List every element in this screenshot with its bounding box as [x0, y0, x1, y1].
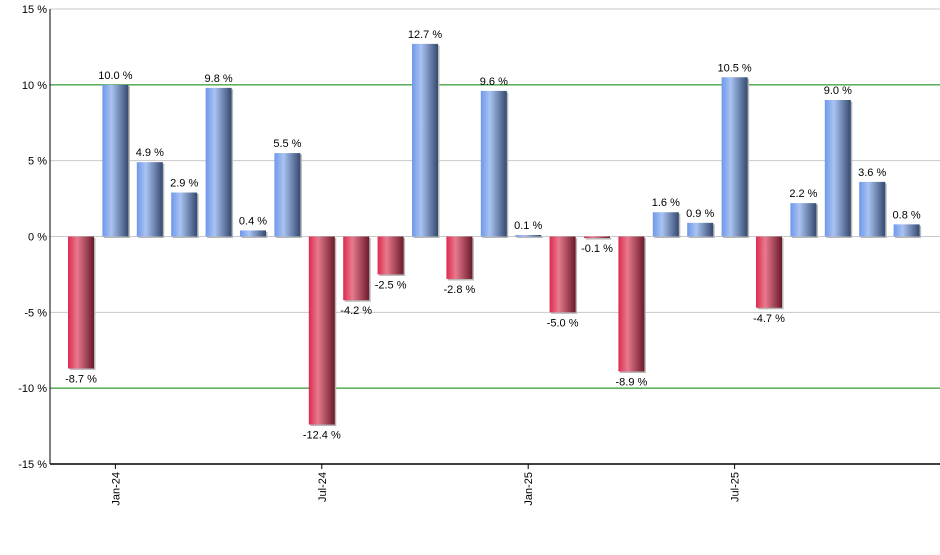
data-label: -0.1 % — [581, 243, 613, 255]
bar-Sep-25 — [790, 203, 817, 237]
bar-Apr-25 — [618, 236, 645, 372]
bar-Aug-25 — [756, 236, 782, 308]
data-label: 1.6 % — [652, 197, 680, 209]
y-tick-label: 0 % — [28, 232, 47, 244]
bar-Nov-24 — [446, 236, 473, 279]
data-label: 0.8 % — [893, 209, 921, 221]
bar-Feb-24 — [136, 162, 163, 237]
y-tick-label: -5 % — [24, 307, 47, 319]
bar-Jan-24 — [102, 84, 129, 237]
bar-shadow — [585, 238, 612, 240]
data-label: 10.0 % — [98, 70, 132, 82]
bar-shadow — [516, 236, 543, 238]
bar-Aug-24 — [343, 236, 370, 301]
data-label: 9.8 % — [205, 73, 233, 85]
data-labels: -8.7 % 10.0 % 4.9 % 2.9 % 9.8 % 0.4 % 5.5 % -12… — [65, 29, 921, 442]
data-label: 9.6 % — [480, 76, 508, 88]
bar-Oct-25 — [824, 100, 851, 237]
y-tick-label: 10 % — [22, 80, 47, 92]
data-label: 3.6 % — [858, 167, 886, 179]
bar-Jul-24 — [308, 236, 335, 425]
data-label: -8.9 % — [616, 376, 648, 388]
data-label: 2.9 % — [170, 178, 198, 190]
data-label: -2.5 % — [375, 279, 407, 291]
data-label: 0.1 % — [514, 220, 542, 232]
bar-Dec-24 — [480, 90, 507, 237]
bar-Dec-25 — [893, 224, 920, 237]
axes: 15 % 10 % 5 % 0 % -5 % -10 % -15 % Jan-24 Jul-24… — [18, 4, 940, 506]
bar-Apr-24 — [205, 87, 232, 237]
bar-Oct-24 — [412, 43, 438, 237]
bar-Jun-25 — [687, 222, 714, 237]
data-label: 5.5 % — [273, 138, 301, 150]
data-label: 9.0 % — [824, 85, 852, 97]
data-label: -5.0 % — [547, 317, 579, 329]
data-label: -4.2 % — [340, 305, 372, 317]
bar-Mar-25 — [584, 236, 610, 239]
bar-Nov-25 — [859, 181, 886, 237]
data-label: 0.9 % — [686, 208, 714, 220]
bar-Dec-23 — [68, 236, 94, 369]
bar-Feb-25 — [549, 236, 576, 313]
bar-May-24 — [240, 230, 266, 237]
bar-Jul-25 — [721, 77, 748, 237]
data-label: -12.4 % — [303, 430, 341, 442]
bar-Jun-24 — [274, 153, 301, 237]
bars — [68, 43, 922, 427]
data-label: -2.8 % — [444, 284, 476, 296]
x-tick-label: Jul-24 — [317, 472, 329, 502]
data-label: 12.7 % — [408, 29, 442, 41]
data-label: 4.9 % — [136, 147, 164, 159]
bar-May-25 — [652, 212, 679, 237]
y-tick-label: 5 % — [28, 156, 47, 168]
y-tick-label: 15 % — [22, 4, 47, 16]
y-tick-label: -15 % — [18, 459, 47, 471]
data-label: -4.7 % — [753, 313, 785, 325]
bar-Mar-24 — [171, 192, 198, 237]
bar-Sep-24 — [377, 236, 404, 275]
data-label: 2.2 % — [789, 188, 817, 200]
x-tick-label: Jan-24 — [110, 472, 122, 506]
bar-Jan-25 — [515, 234, 542, 237]
data-label: 10.5 % — [717, 62, 751, 74]
x-tick-label: Jul-25 — [730, 472, 742, 502]
y-tick-label: -10 % — [18, 383, 47, 395]
x-tick-label: Jan-25 — [523, 472, 535, 506]
data-label: 0.4 % — [239, 215, 267, 227]
data-label: -8.7 % — [65, 373, 97, 385]
